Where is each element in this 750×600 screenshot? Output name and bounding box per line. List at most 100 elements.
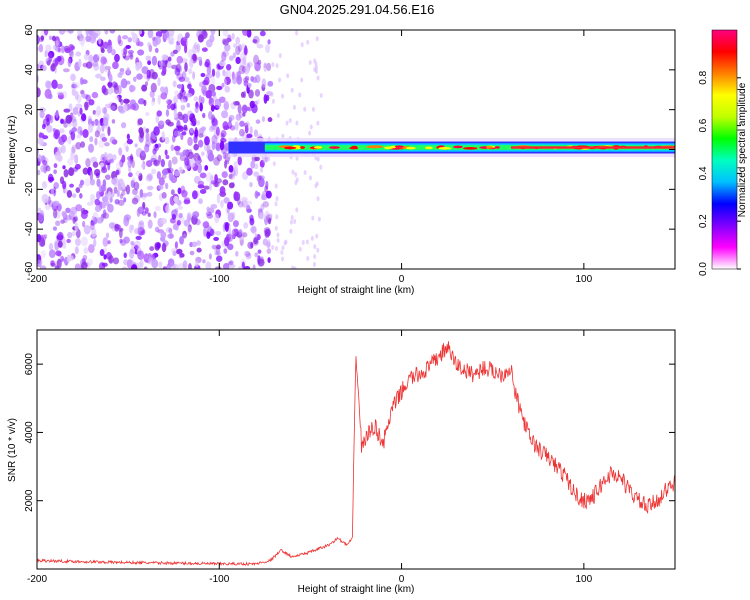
spectrogram-noise-cell	[94, 137, 98, 146]
spectrogram-noise-cell	[126, 139, 133, 145]
spectrogram-noise-cell	[197, 163, 203, 174]
spectrogram-noise-cell	[261, 194, 266, 201]
spectrogram-noise-cell	[91, 61, 99, 67]
spectrogram-noise-cell	[38, 132, 45, 139]
spectrogram-noise-cell	[108, 74, 113, 83]
spectrogram-noise-cell	[61, 144, 66, 154]
spectrogram-noise-cell	[104, 142, 110, 147]
spectrogram-noise-cell	[199, 102, 203, 112]
spectrogram-noise-cell	[38, 237, 46, 247]
spectrogram-noise-cell	[91, 215, 95, 222]
colorbar-tick-label: 0.0	[698, 262, 709, 276]
spectrogram-noise-cell	[154, 205, 161, 212]
spectrogram-noise-cell	[274, 245, 278, 251]
spectrogram-noise-cell	[174, 208, 179, 213]
spectrogram-noise-cell	[62, 240, 67, 249]
spectrogram-noise-cell	[180, 98, 187, 104]
spectrogram-noise-cell	[153, 126, 160, 136]
spectrogram-noise-cell	[87, 123, 94, 133]
spectrogram-noise-cell	[224, 236, 230, 247]
spectrogram-noise-cell	[79, 90, 85, 95]
spectrogram-noise-cell	[74, 90, 79, 101]
spectrogram-noise-cell	[222, 151, 227, 160]
spectrogram-noise-cell	[85, 158, 91, 168]
spectrogram-noise-cell	[96, 217, 103, 224]
spectrogram-noise-cell	[209, 175, 214, 182]
spectrogram-noise-cell	[203, 76, 210, 86]
spectrogram-noise-cell	[104, 103, 112, 109]
spectrogram-noise-cell	[54, 151, 60, 161]
spectrogram-noise-cell	[220, 132, 225, 140]
spectrogram-noise-cell	[264, 231, 270, 239]
spectrogram-noise-cell	[288, 118, 292, 124]
spectrogram-noise-cell	[141, 211, 147, 216]
spectrogram-noise-cell	[110, 105, 116, 111]
spectrogram-noise-cell	[111, 81, 118, 88]
spectrogram-noise-cell	[110, 48, 116, 56]
spectrogram-noise-cell	[188, 263, 192, 269]
spectrogram-noise-cell	[236, 197, 241, 206]
spectrogram-noise-cell	[74, 154, 79, 165]
spectrogram-noise-cell	[196, 43, 201, 53]
spectrogram-noise-cell	[228, 114, 235, 121]
spectrogram-noise-cell	[241, 232, 248, 238]
spectrogram-noise-cell	[94, 130, 100, 138]
spectrogram-noise-cell	[308, 130, 312, 136]
spectrogram-noise-cell	[130, 104, 137, 110]
spectrogram-noise-cell	[82, 254, 88, 261]
spectrogram-noise-cell	[54, 57, 59, 66]
spectrogram-noise-cell	[101, 137, 108, 142]
spectrogram-noise-cell	[100, 43, 104, 52]
spectrogram-noise-cell	[309, 124, 313, 130]
spectrogram-noise-cell	[253, 129, 259, 137]
spectrogram-noise-cell	[177, 92, 183, 100]
spectrogram-noise-cell	[259, 30, 266, 37]
spectrogram-noise-cell	[199, 172, 207, 179]
spectrogram-noise-cell	[75, 204, 83, 212]
spectrogram-noise-cell	[239, 58, 247, 68]
spectrogram-noise-cell	[193, 143, 199, 151]
spectrogram-noise-cell	[42, 118, 47, 128]
spectrogram-noise-cell	[62, 180, 67, 190]
spectrogram-noise-cell	[133, 76, 137, 82]
spectrogram-noise-cell	[104, 174, 111, 180]
spectrogram-noise-cell	[160, 30, 167, 34]
spectrogram-noise-cell	[140, 163, 146, 169]
spectrogram-noise-cell	[211, 116, 218, 127]
spectrogram-noise-cell	[40, 164, 48, 173]
spectrogram-noise-cell	[295, 120, 299, 126]
spectrogram-noise-cell	[233, 100, 240, 106]
spectrogram-noise-cell	[167, 99, 172, 106]
spectrogram-noise-cell	[213, 236, 220, 241]
spectrogram-noise-cell	[171, 213, 177, 220]
spectrogram-noise-cell	[186, 226, 192, 235]
spectrogram-ytick-label: 20	[24, 104, 35, 116]
spectrogram-noise-cell	[128, 224, 133, 234]
spectrogram-noise-cell	[103, 151, 108, 161]
spectrogram-ytick-label: -20	[24, 182, 35, 197]
spectrogram-noise-cell	[203, 185, 210, 190]
spectrogram-noise-cell	[109, 136, 116, 144]
spectrogram-noise-cell	[208, 97, 213, 104]
spectrogram-noise-cell	[38, 213, 45, 223]
spectrogram-noise-cell	[119, 70, 125, 76]
spectrogram-noise-cell	[313, 67, 317, 73]
spectrogram-noise-cell	[281, 256, 285, 262]
spectrogram-noise-cell	[123, 215, 127, 223]
spectrogram-y-axis-label: Frequency (Hz)	[7, 116, 18, 185]
spectrogram-noise-cell	[221, 51, 227, 62]
spectrogram-noise-cell	[187, 224, 192, 233]
spectrogram-noise-cell	[88, 54, 94, 64]
spectrogram-noise-cell	[58, 30, 66, 35]
spectrogram-noise-cell	[197, 56, 203, 61]
spectrogram-noise-cell	[209, 228, 215, 237]
spectrogram-noise-cell	[122, 266, 128, 269]
spectrogram-noise-cell	[107, 190, 112, 200]
spectrogram-noise-cell	[37, 169, 41, 176]
spectrogram-noise-cell	[132, 177, 136, 182]
spectrogram-noise-cell	[201, 47, 208, 52]
spectrogram-noise-cell	[144, 143, 150, 153]
spectrogram-noise-cell	[244, 250, 251, 257]
spectrogram-noise-cell	[102, 209, 107, 219]
spectrogram-noise-cell	[82, 167, 89, 175]
